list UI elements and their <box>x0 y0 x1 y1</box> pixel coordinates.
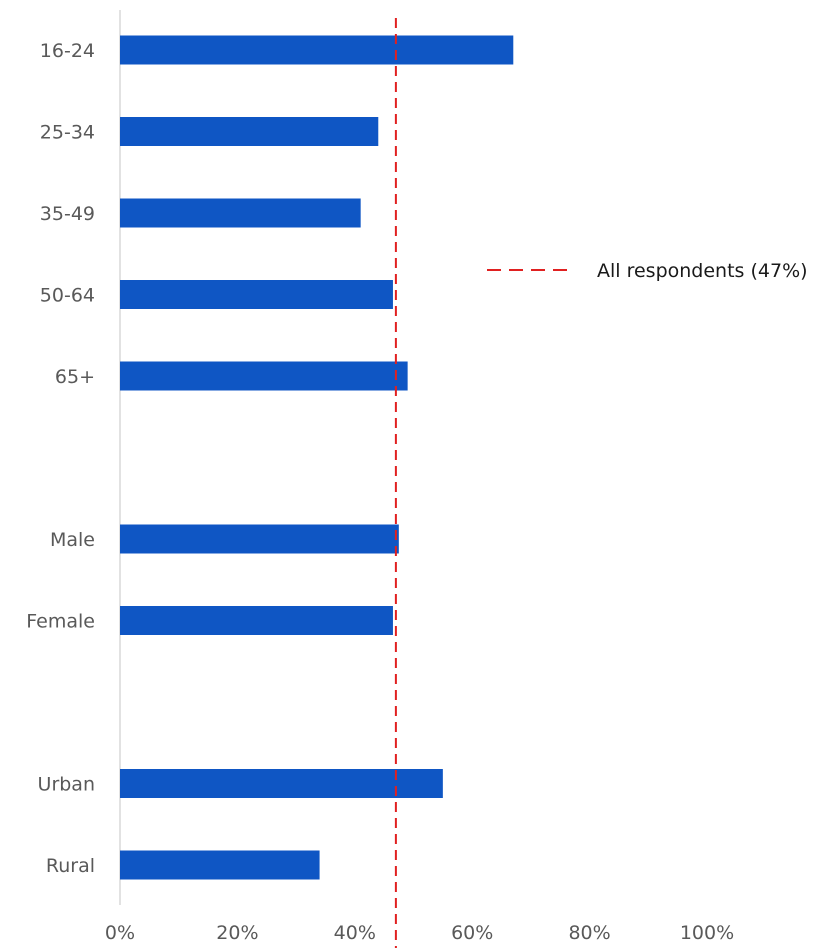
category-label: 50-64 <box>40 285 95 307</box>
category-label: Male <box>50 529 95 551</box>
x-tick-label: 40% <box>334 922 376 944</box>
x-tick-label: 100% <box>680 922 734 944</box>
bar-urban <box>120 769 443 798</box>
bar-female <box>120 606 393 635</box>
x-axis-ticks: 0% 20% 40% 60% 80% 100% <box>105 922 734 944</box>
x-tick-label: 0% <box>105 922 135 944</box>
category-label: Urban <box>38 774 95 796</box>
x-tick-label: 60% <box>451 922 493 944</box>
legend: All respondents (47%) <box>487 260 808 282</box>
bar-65- <box>120 361 408 391</box>
category-label: Female <box>26 611 95 633</box>
bar-rural <box>120 850 320 880</box>
bar-male <box>120 524 399 554</box>
x-tick-label: 20% <box>216 922 258 944</box>
category-labels: 16-24 25-34 35-49 50-64 65+ Male Female Urban Ru… <box>26 40 95 877</box>
category-label: Rural <box>46 855 95 877</box>
category-label: 16-24 <box>40 40 95 62</box>
bar-35-49 <box>120 198 361 228</box>
legend-label: All respondents (47%) <box>597 260 808 282</box>
category-label: 35-49 <box>40 203 95 225</box>
bars-group <box>120 35 514 880</box>
bar-50-64 <box>120 280 393 309</box>
bar-25-34 <box>120 117 379 146</box>
category-label: 25-34 <box>40 122 95 144</box>
bar-16-24 <box>120 35 514 65</box>
x-tick-label: 80% <box>568 922 610 944</box>
category-label: 65+ <box>55 366 95 388</box>
